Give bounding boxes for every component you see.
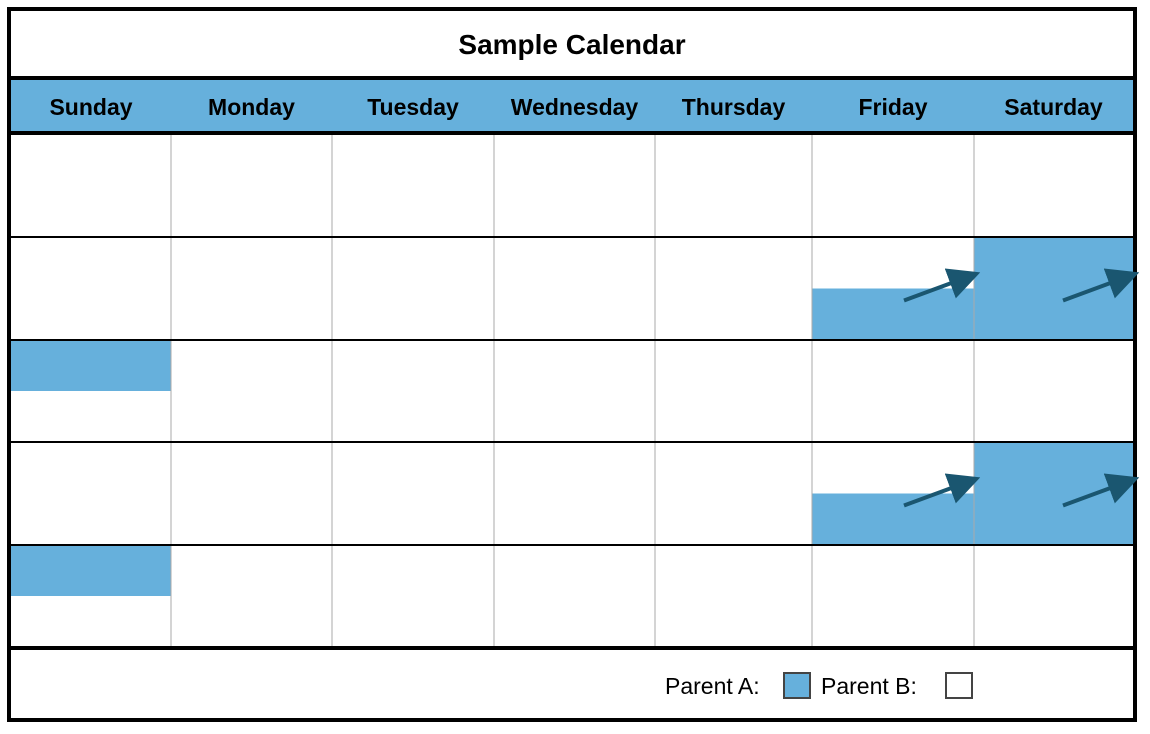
calendar-title: Sample Calendar	[458, 29, 685, 60]
custody-block-parent-a	[974, 237, 1133, 340]
custody-block-parent-a	[11, 545, 171, 596]
weekday-header-tuesday: Tuesday	[367, 94, 459, 120]
custody-block-parent-a	[11, 340, 171, 391]
legend-parent-a-label: Parent A:	[665, 673, 760, 699]
custody-block-parent-a	[974, 442, 1133, 545]
weekday-header-friday: Friday	[858, 94, 927, 120]
weekday-header-monday: Monday	[208, 94, 295, 120]
continuation-arrow-icon	[903, 268, 981, 303]
weekday-header-row	[11, 80, 1133, 132]
legend-parent-a-swatch	[783, 672, 811, 699]
legend-parent-b-swatch	[945, 672, 973, 699]
continuation-arrow-icon	[1062, 268, 1140, 303]
weekday-header-sunday: Sunday	[49, 94, 132, 120]
custody-block-parent-a	[812, 493, 974, 545]
weekday-header-thursday: Thursday	[682, 94, 786, 120]
weekday-header-wednesday: Wednesday	[511, 94, 639, 120]
continuation-arrow-icon	[903, 473, 981, 508]
weekday-header-saturday: Saturday	[1004, 94, 1103, 120]
custody-block-parent-a	[812, 288, 974, 340]
legend-parent-b-label: Parent B:	[821, 673, 917, 699]
continuation-arrow-icon	[1062, 473, 1140, 508]
